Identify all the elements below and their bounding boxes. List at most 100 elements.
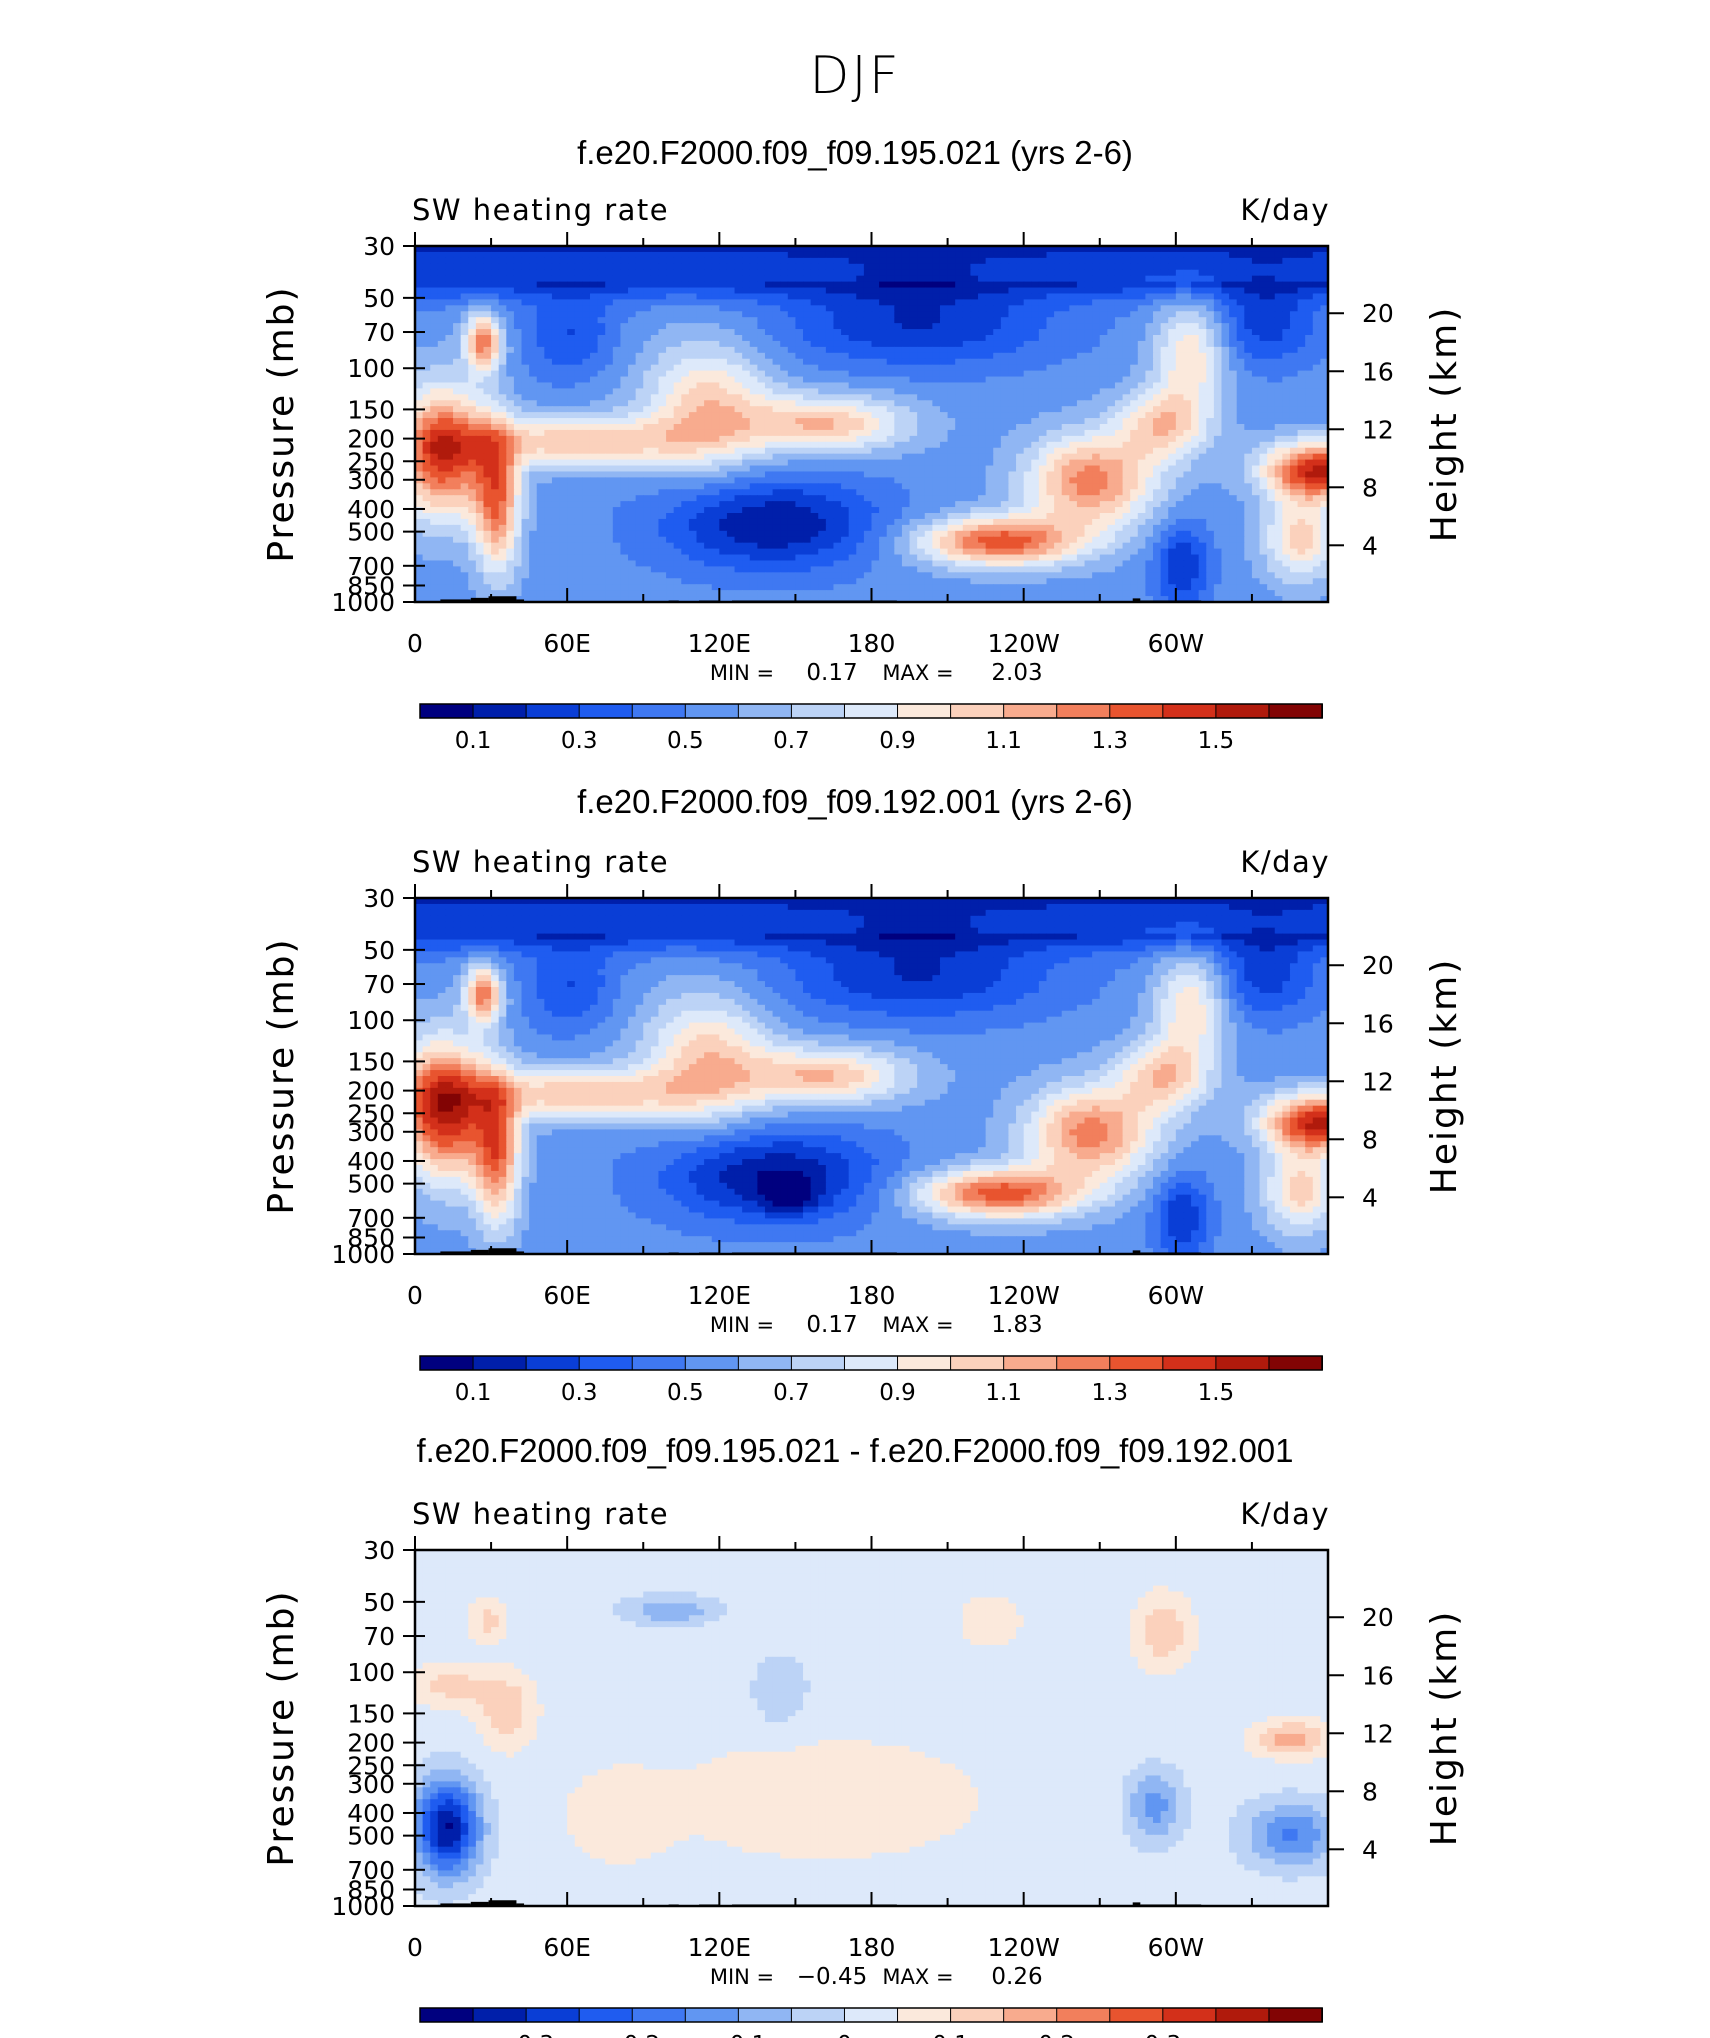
heatmap-cell: [734, 483, 743, 490]
heatmap-cell: [1206, 293, 1215, 300]
heatmap-cell: [734, 364, 743, 372]
heatmap-cell: [650, 246, 660, 253]
heatmap-cell: [879, 335, 888, 342]
heatmap-cell: [764, 459, 774, 467]
heatmap-cell: [772, 447, 781, 455]
heatmap-cell: [810, 483, 819, 490]
heatmap-cell: [1122, 382, 1131, 389]
heatmap-cell: [1297, 293, 1306, 300]
heatmap-cell: [978, 358, 987, 366]
heatmap-cell: [757, 406, 766, 413]
heatmap-cell: [1282, 251, 1291, 259]
heatmap-cell: [818, 329, 827, 336]
heatmap-cell: [1229, 424, 1238, 431]
heatmap-cell: [567, 483, 576, 490]
heatmap-cell: [1008, 281, 1017, 289]
heatmap-cell: [1198, 287, 1207, 295]
heatmap-cell: [962, 257, 972, 265]
heatmap-cell: [597, 441, 606, 449]
heatmap-cell: [673, 257, 682, 265]
heatmap-cell: [780, 400, 789, 407]
heatmap-cell: [734, 287, 743, 295]
heatmap-cell: [1282, 305, 1291, 312]
heatmap-cell: [1236, 257, 1245, 265]
heatmap-cell: [1213, 394, 1223, 401]
heatmap-cell: [970, 287, 979, 295]
heatmap-cell: [978, 269, 987, 277]
heatmap-cell: [787, 251, 797, 259]
heatmap-cell: [1107, 465, 1116, 473]
heatmap-cell: [1145, 246, 1154, 253]
heatmap-cell: [513, 435, 523, 443]
heatmap-cell: [1031, 246, 1040, 253]
heatmap-cell: [658, 441, 667, 449]
heatmap-cell: [666, 293, 675, 300]
heatmap-cell: [833, 246, 842, 253]
heatmap-cell: [1031, 447, 1040, 455]
heatmap-cell: [1107, 406, 1116, 413]
heatmap-cell: [513, 424, 523, 431]
heatmap-cell: [917, 382, 926, 389]
heatmap-cell: [445, 305, 454, 312]
heatmap-cell: [1259, 281, 1268, 289]
heatmap-cell: [536, 346, 545, 354]
heatmap-cell: [696, 418, 705, 425]
heatmap-cell: [734, 340, 743, 348]
heatmap-cell: [825, 323, 835, 330]
heatmap-cell: [551, 406, 561, 413]
heatmap-cell: [1031, 329, 1040, 336]
heatmap-cell: [1320, 388, 1329, 395]
heatmap-cell: [704, 400, 713, 407]
heatmap-cell: [1145, 382, 1154, 389]
heatmap-cell: [1221, 335, 1230, 342]
heatmap-cell: [1244, 382, 1253, 389]
heatmap-cell: [1282, 352, 1291, 360]
heatmap-cell: [1191, 400, 1200, 407]
heatmap-cell: [1160, 370, 1169, 378]
heatmap-cell: [1084, 352, 1093, 360]
heatmap-cell: [742, 246, 751, 253]
heatmap-cell: [810, 388, 819, 395]
heatmap-cell: [734, 335, 743, 342]
heatmap-cell: [734, 453, 743, 461]
heatmap-cell: [635, 323, 644, 330]
heatmap-cell: [978, 329, 987, 336]
heatmap-cell: [1137, 483, 1146, 490]
heatmap-cell: [818, 471, 827, 478]
heatmap-cell: [1259, 269, 1268, 277]
heatmap-cell: [757, 429, 766, 437]
heatmap-cell: [1084, 424, 1093, 431]
heatmap-cell: [681, 435, 690, 443]
heatmap-cell: [582, 424, 591, 431]
heatmap-cell: [749, 293, 758, 300]
heatmap-cell: [871, 340, 880, 348]
heatmap-cell: [818, 453, 827, 461]
heatmap-cell: [491, 370, 500, 378]
heatmap-cell: [848, 406, 857, 413]
heatmap-cell: [803, 453, 812, 461]
heatmap-cell: [483, 305, 492, 312]
heatmap-cell: [780, 335, 789, 342]
heatmap-cell: [681, 394, 690, 401]
heatmap-cell: [863, 471, 873, 478]
heatmap-cell: [460, 459, 469, 467]
heatmap-cell: [1221, 269, 1230, 277]
heatmap-cell: [1084, 465, 1093, 473]
heatmap-cell: [719, 477, 728, 484]
heatmap-cell: [1221, 287, 1230, 295]
heatmap-cells-1: [415, 246, 1329, 603]
heatmap-cell: [780, 453, 789, 461]
heatmap-cell: [1289, 281, 1299, 289]
heatmap-cell: [468, 394, 477, 401]
heatmap-cell: [1213, 465, 1223, 473]
heatmap-cell: [453, 275, 462, 283]
heatmap-cell: [681, 489, 690, 496]
heatmap-cell: [955, 317, 964, 324]
heatmap-cell: [1206, 441, 1215, 449]
heatmap-cell: [1244, 441, 1253, 449]
heatmap-cell: [453, 412, 462, 419]
heatmap-cell: [529, 287, 538, 295]
heatmap-cell: [620, 263, 629, 271]
heatmap-cell: [1183, 441, 1192, 449]
heatmap-cell: [1153, 346, 1162, 354]
